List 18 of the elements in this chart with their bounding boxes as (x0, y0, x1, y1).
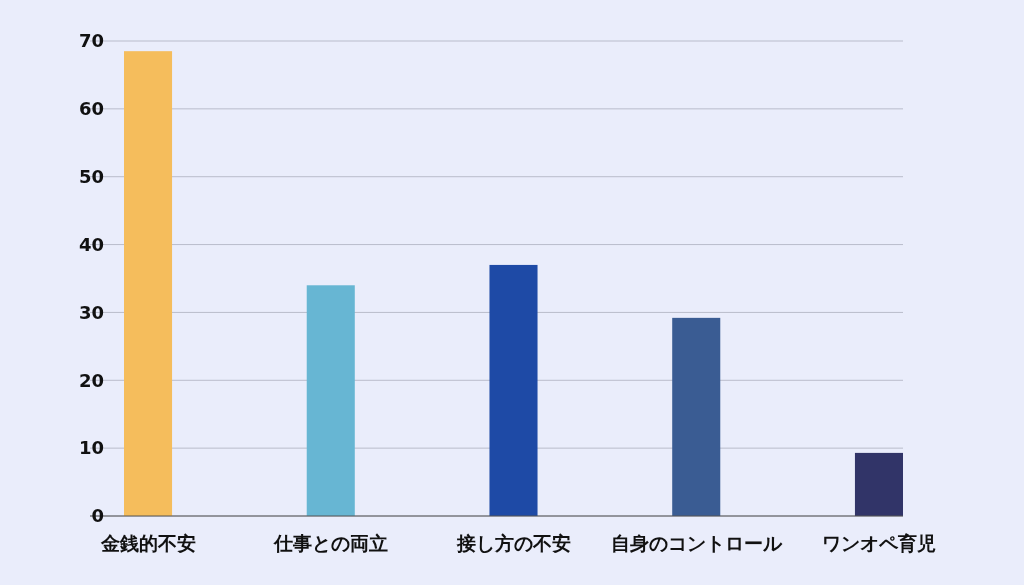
bar (489, 264, 538, 516)
bar (124, 51, 173, 516)
y-tick-label: 40 (78, 233, 104, 255)
y-tick-label: 30 (78, 301, 104, 323)
y-tick-label: 20 (78, 369, 104, 391)
y-tick-label: 70 (78, 30, 104, 52)
bar (672, 317, 721, 516)
y-tick-label: 60 (78, 98, 104, 120)
x-tick-label: 自身のコントロール (610, 531, 783, 554)
bar (306, 285, 355, 516)
y-tick-label: 10 (78, 437, 104, 459)
y-tick-label: 0 (91, 505, 104, 527)
y-tick-label: 50 (78, 166, 104, 188)
x-tick-label: 接し方の不安 (455, 531, 571, 554)
x-tick-label: ワンオペ育児 (821, 531, 936, 554)
x-tick-label: 金銭的不安 (99, 531, 196, 554)
x-tick-label: 仕事との両立 (272, 531, 388, 554)
bar (854, 452, 903, 516)
